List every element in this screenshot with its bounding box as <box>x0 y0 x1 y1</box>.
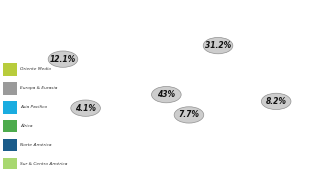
Bar <box>3 158 17 169</box>
Bar <box>3 82 17 95</box>
Bar <box>3 139 17 151</box>
Text: Europa & Eurasia: Europa & Eurasia <box>20 86 57 90</box>
Text: Sur & Centro América: Sur & Centro América <box>20 162 68 166</box>
Text: Oriente Medio: Oriente Medio <box>20 67 51 71</box>
Text: 4.1%: 4.1% <box>75 104 96 113</box>
Bar <box>3 120 17 132</box>
Ellipse shape <box>174 107 204 123</box>
Ellipse shape <box>151 87 181 103</box>
Text: 7.7%: 7.7% <box>178 110 200 119</box>
Text: África: África <box>20 124 33 128</box>
Text: 43%: 43% <box>157 90 175 99</box>
Text: 31.2%: 31.2% <box>205 41 231 50</box>
Text: 12.1%: 12.1% <box>50 55 76 64</box>
Ellipse shape <box>48 51 78 67</box>
Bar <box>3 101 17 114</box>
Ellipse shape <box>261 93 291 110</box>
Bar <box>3 63 17 76</box>
Ellipse shape <box>203 38 233 54</box>
Text: Asia Pacifico: Asia Pacifico <box>20 105 47 109</box>
Text: Norte América: Norte América <box>20 143 52 147</box>
Ellipse shape <box>71 100 100 116</box>
Text: 8.2%: 8.2% <box>266 97 287 106</box>
